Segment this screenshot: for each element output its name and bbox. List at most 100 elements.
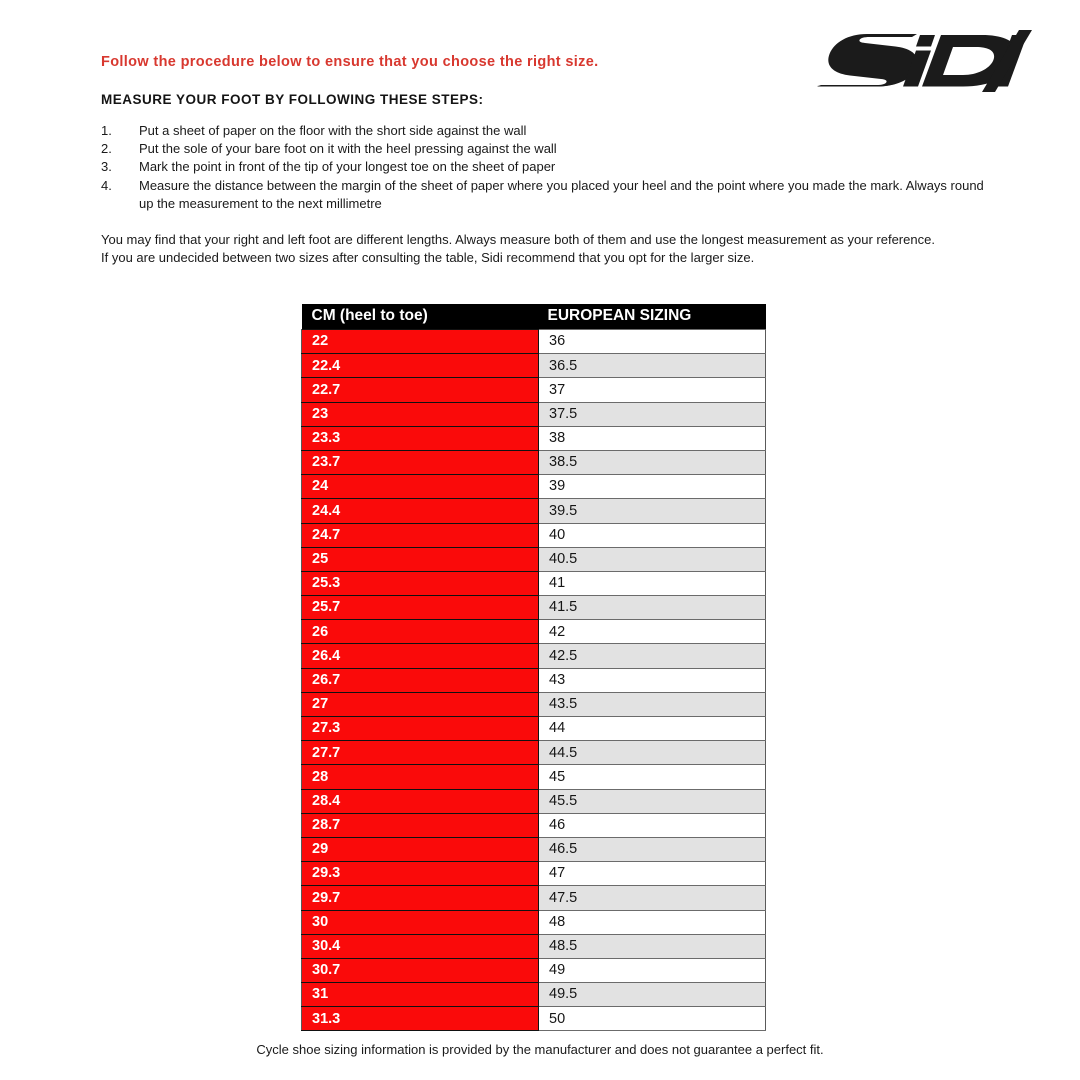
cell-cm: 29.7	[301, 885, 539, 911]
step-text: Mark the point in front of the tip of yo…	[139, 159, 556, 175]
cell-cm: 26	[301, 619, 539, 645]
cell-cm: 24.4	[301, 498, 539, 524]
cell-eu: 45.5	[538, 788, 766, 814]
cell-cm: 26.7	[301, 667, 539, 693]
table-row: 27 43.5	[301, 691, 766, 718]
note-paragraph: You may find that your right and left fo…	[101, 232, 935, 247]
cell-eu: 49	[538, 957, 766, 984]
table-row: 24.4 39.5	[301, 498, 766, 524]
cell-eu: 44	[538, 715, 766, 742]
steps-heading: MEASURE YOUR FOOT BY FOLLOWING THESE STE…	[101, 92, 484, 107]
table-row: 25.3 41	[301, 570, 766, 597]
cell-cm: 23	[301, 401, 539, 427]
cell-cm: 30.7	[301, 957, 539, 984]
step-text: Put the sole of your bare foot on it wit…	[139, 141, 557, 157]
table-row: 31.3 50	[301, 1006, 766, 1032]
table-row: 23 37.5	[301, 401, 766, 427]
step-number: 1.	[101, 123, 112, 138]
cell-cm: 24.7	[301, 522, 539, 548]
cell-cm: 23.3	[301, 425, 539, 451]
cell-cm: 31.3	[301, 1006, 539, 1032]
list-item: 2. Put the sole of your bare foot on it …	[101, 140, 1001, 158]
table-row: 30.7 49	[301, 957, 766, 984]
footer-disclaimer: Cycle shoe sizing information is provide…	[256, 1042, 824, 1057]
cell-cm: 25.7	[301, 595, 539, 621]
table-row: 26.4 42.5	[301, 643, 766, 669]
cell-cm: 27	[301, 691, 539, 718]
cell-eu: 46.5	[538, 836, 766, 863]
size-conversion-table: CM (heel to toe) EUROPEAN SIZING 22 36 2…	[301, 304, 766, 1032]
cell-cm: 25.3	[301, 570, 539, 597]
cell-cm: 31	[301, 982, 539, 1008]
cell-eu: 41.5	[538, 595, 766, 621]
table-row: 22.4 36.5	[301, 353, 766, 379]
cell-eu: 37.5	[538, 401, 766, 427]
cell-cm: 28	[301, 764, 539, 790]
column-header-eu: EUROPEAN SIZING	[538, 304, 766, 330]
cell-eu: 44.5	[538, 740, 766, 766]
cell-eu: 47	[538, 861, 766, 887]
table-row: 30 48	[301, 909, 766, 935]
cell-eu: 38	[538, 425, 766, 451]
cell-cm: 27.7	[301, 740, 539, 766]
cell-eu: 49.5	[538, 982, 766, 1008]
cell-eu: 43	[538, 667, 766, 693]
cell-eu: 47.5	[538, 885, 766, 911]
table-row: 22.7 37	[301, 377, 766, 403]
measurement-notes: You may find that your right and left fo…	[101, 231, 991, 268]
cell-eu: 43.5	[538, 691, 766, 718]
cell-cm: 24	[301, 474, 539, 500]
cell-cm: 29	[301, 836, 539, 863]
step-number: 2.	[101, 141, 112, 157]
cell-eu: 48.5	[538, 933, 766, 959]
sidi-logo	[817, 30, 1032, 92]
cell-cm: 23.7	[301, 449, 539, 476]
table-body: 22 36 22.4 36.5 22.7 37 23 37.5 23.3 38 …	[301, 328, 766, 1032]
table-row: 31 49.5	[301, 982, 766, 1008]
table-row: 23.3 38	[301, 425, 766, 451]
step-text: Put a sheet of paper on the floor with t…	[139, 123, 527, 138]
cell-eu: 50	[538, 1006, 766, 1032]
table-row: 27.3 44	[301, 715, 766, 742]
cell-eu: 40.5	[538, 546, 766, 572]
table-row: 28.7 46	[301, 812, 766, 838]
cell-cm: 30	[301, 909, 539, 935]
cell-eu: 45	[538, 764, 766, 790]
cell-cm: 28.7	[301, 812, 539, 838]
cell-eu: 36	[538, 328, 766, 355]
cell-cm: 30.4	[301, 933, 539, 959]
list-item: 4. Measure the distance between the marg…	[101, 177, 1001, 213]
table-row: 24 39	[301, 474, 766, 500]
cell-eu: 36.5	[538, 353, 766, 379]
table-row: 29 46.5	[301, 836, 766, 863]
list-item: 1. Put a sheet of paper on the floor wit…	[101, 122, 1001, 140]
note-paragraph: If you are undecided between two sizes a…	[101, 250, 755, 266]
table-row: 22 36	[301, 328, 766, 355]
table-row: 29.7 47.5	[301, 885, 766, 911]
table-row: 26.7 43	[301, 667, 766, 693]
table-row: 24.7 40	[301, 522, 766, 548]
measurement-steps-list: 1. Put a sheet of paper on the floor wit…	[101, 122, 1001, 213]
intro-title: Follow the procedure below to ensure tha…	[101, 54, 599, 70]
table-header-row: CM (heel to toe) EUROPEAN SIZING	[301, 304, 766, 330]
step-text: Measure the distance between the margin …	[139, 177, 984, 211]
list-item: 3. Mark the point in front of the tip of…	[101, 158, 1001, 176]
cell-eu: 42.5	[538, 643, 766, 669]
cell-cm: 22.7	[301, 377, 539, 403]
table-row: 29.3 47	[301, 861, 766, 887]
table-row: 23.7 38.5	[301, 449, 766, 476]
cell-eu: 41	[538, 570, 766, 597]
table-row: 25 40.5	[301, 546, 766, 572]
table-row: 28.4 45.5	[301, 788, 766, 814]
step-number: 3.	[101, 159, 112, 175]
cell-cm: 26.4	[301, 643, 539, 669]
cell-eu: 46	[538, 812, 766, 838]
cell-eu: 40	[538, 522, 766, 548]
step-number: 4.	[101, 177, 112, 193]
cell-eu: 48	[538, 909, 766, 935]
cell-cm: 27.3	[301, 715, 539, 742]
table-row: 27.7 44.5	[301, 740, 766, 766]
cell-cm: 29.3	[301, 861, 539, 887]
cell-eu: 39	[538, 474, 766, 500]
